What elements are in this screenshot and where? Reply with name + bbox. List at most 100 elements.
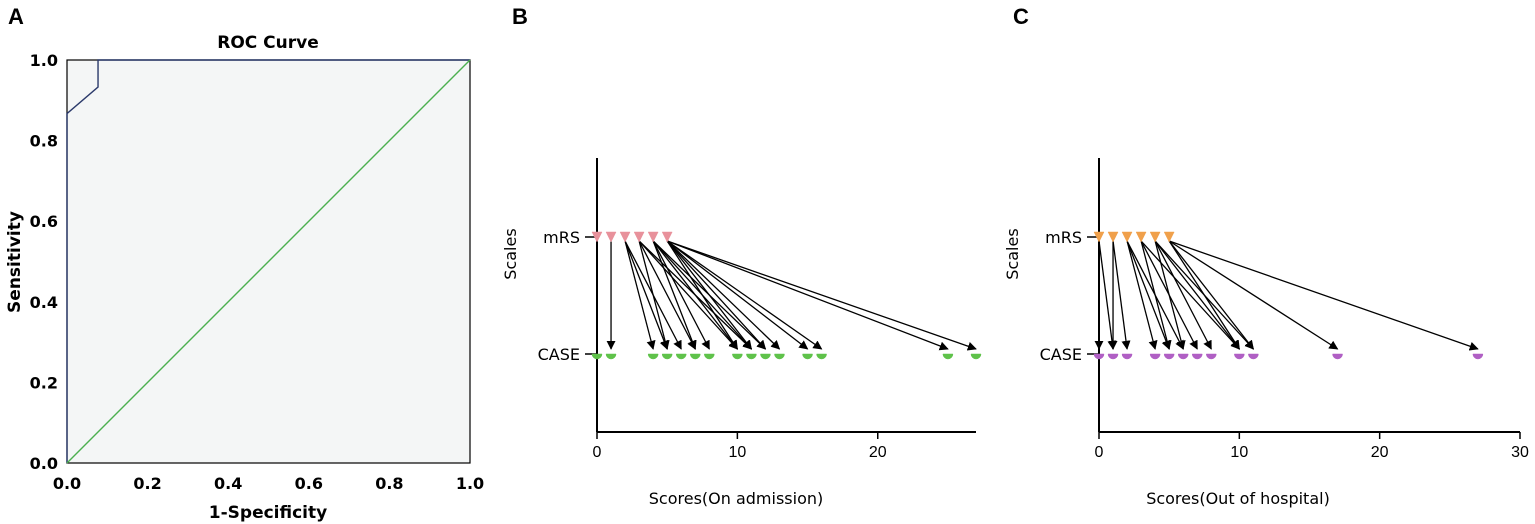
c-mrs-point	[1163, 231, 1175, 243]
c-mrs-point	[1135, 231, 1147, 243]
c-case-point	[1163, 353, 1175, 360]
b-link-arrow	[652, 240, 710, 350]
c-link-arrow	[1126, 240, 1171, 350]
c-y-axis-label: Scales	[1003, 228, 1022, 279]
roc-x-tick-label: 0.4	[214, 474, 242, 493]
b-case-point	[760, 353, 771, 360]
b-link-arrow	[666, 240, 767, 350]
b-case-point	[704, 353, 715, 360]
c-case-point	[1472, 353, 1484, 360]
c-marks	[1093, 231, 1484, 360]
b-category-mrs: mRS	[543, 228, 580, 247]
roc-title: ROC Curve	[217, 33, 319, 53]
b-link-arrow	[652, 240, 738, 350]
b-mrs-point	[591, 231, 603, 243]
b-links	[606, 240, 977, 351]
b-case-point	[746, 353, 757, 360]
c-link-arrow	[1098, 240, 1117, 350]
roc-y-axis-label: Sensitivity	[5, 211, 25, 313]
b-link-arrow	[666, 240, 949, 351]
c-link-arrow	[1126, 240, 1158, 350]
roc-y-tick-label: 0.4	[30, 293, 58, 312]
b-x-tick-label: 10	[728, 444, 746, 461]
b-link-arrow	[666, 240, 738, 350]
panel-letter-c: C	[1013, 4, 1029, 29]
b-mrs-point	[661, 231, 673, 243]
b-link-arrow	[652, 240, 697, 350]
c-mrs-point	[1107, 231, 1119, 243]
b-link-arrow	[624, 240, 656, 350]
c-x-tick-label: 0	[1095, 444, 1104, 461]
b-case-point	[732, 353, 743, 360]
b-y-axis-label: Scales	[501, 228, 520, 279]
c-case-point	[1121, 353, 1133, 360]
b-case-point	[774, 353, 785, 360]
c-case-point	[1149, 353, 1161, 360]
roc-series-0	[66, 59, 470, 463]
roc-y-ticks: 0.0 0.2 0.4 0.6 0.8 1.0	[30, 51, 58, 473]
b-link-arrow	[666, 240, 977, 351]
b-mrs-point	[605, 231, 617, 243]
c-mrs-point	[1149, 231, 1161, 243]
roc-y-tick-label: 0.8	[30, 132, 58, 151]
c-mrs-point	[1121, 231, 1133, 243]
b-x-ticks: 0 10 20	[593, 432, 887, 461]
c-link-arrow	[1168, 240, 1479, 351]
roc-x-axis-label: 1-Specificity	[209, 503, 327, 523]
b-link-arrow	[638, 240, 738, 350]
b-link-arrow	[666, 240, 809, 350]
c-category-case: CASE	[1040, 345, 1082, 364]
b-mrs-point	[647, 231, 659, 243]
b-x-tick-label: 0	[593, 444, 602, 461]
c-case-point	[1332, 353, 1343, 360]
c-case-point	[1248, 353, 1259, 360]
roc-x-tick-label: 0.0	[53, 474, 81, 493]
roc-x-ticks: 0.0 0.2 0.4 0.6 0.8 1.0	[53, 474, 484, 493]
b-case-point	[802, 353, 813, 360]
panel-letter-b: B	[512, 4, 528, 29]
c-x-tick-label: 30	[1511, 444, 1529, 461]
c-x-tick-label: 20	[1371, 444, 1389, 461]
c-link-arrow	[1168, 240, 1240, 350]
c-link-arrow	[1140, 240, 1172, 350]
c-link-arrow	[1112, 240, 1131, 350]
panel-c: C mRS CASE 0 10 20 30 Scores(Out of hospita…	[1003, 4, 1529, 508]
b-x-tick-label: 20	[869, 444, 887, 461]
b-case-point	[816, 353, 827, 360]
c-link-arrow	[1154, 240, 1212, 350]
b-link-arrow	[638, 240, 670, 350]
roc-x-tick-label: 0.8	[375, 474, 403, 493]
c-link-arrow	[1154, 240, 1240, 350]
roc-y-tick-label: 0.0	[30, 454, 58, 473]
roc-marks	[66, 59, 471, 464]
c-links	[1094, 240, 1479, 351]
c-category-mrs: mRS	[1045, 228, 1082, 247]
b-link-arrow	[666, 240, 781, 350]
roc-panel: A ROC Curve 0.0 0.2 0.4 0.6 0.8 1.0 0.0 0.2 0.4…	[5, 4, 484, 523]
c-link-arrow	[1168, 240, 1254, 350]
panel-b: B mRS CASE 0 10 20 Scores(On admission) Sc…	[501, 4, 982, 508]
c-case-point	[1191, 353, 1203, 360]
panel-letter-a: A	[8, 4, 24, 29]
roc-x-tick-label: 1.0	[456, 474, 484, 493]
c-x-axis-label: Scores(Out of hospital)	[1146, 489, 1330, 508]
roc-y-tick-label: 0.2	[30, 373, 58, 392]
b-category-case: CASE	[538, 345, 580, 364]
roc-x-tick-label: 0.2	[133, 474, 161, 493]
b-case-point	[661, 353, 673, 360]
b-link-arrow	[666, 240, 752, 350]
b-marks	[591, 231, 982, 360]
roc-y-tick-label: 0.6	[30, 212, 58, 231]
c-x-tick-label: 10	[1230, 444, 1248, 461]
b-case-point	[675, 353, 687, 360]
b-mrs-point	[619, 231, 631, 243]
c-case-point	[1093, 353, 1105, 360]
roc-y-tick-label: 1.0	[30, 51, 58, 70]
c-link-arrow	[1168, 240, 1339, 350]
roc-series-1	[66, 59, 471, 464]
b-case-point	[970, 353, 982, 360]
b-case-point	[690, 353, 701, 360]
c-case-point	[1206, 353, 1217, 360]
b-case-point	[605, 353, 617, 360]
